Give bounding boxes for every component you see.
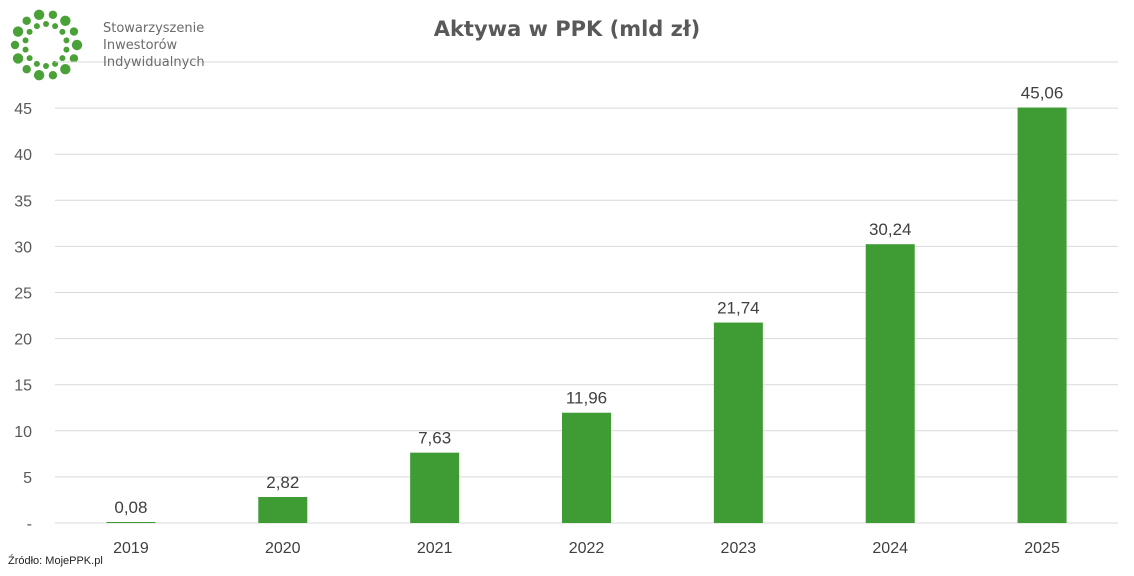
y-tick-label: 5 bbox=[23, 470, 32, 487]
logo-dot bbox=[22, 16, 31, 25]
data-label: 11,96 bbox=[566, 389, 607, 408]
logo-dot bbox=[26, 28, 33, 35]
y-tick-label: 20 bbox=[14, 332, 32, 349]
logo-dot bbox=[60, 64, 71, 75]
x-tick-label: 2023 bbox=[721, 540, 757, 557]
logo-dot bbox=[69, 27, 79, 36]
logo-dot bbox=[22, 46, 29, 53]
x-tick-label: 2024 bbox=[872, 540, 908, 557]
x-axis-ticks: 2019 2020 2021 2022 2023 2024 2025 bbox=[113, 540, 1060, 557]
logo-dot bbox=[52, 23, 59, 30]
y-tick-label: 30 bbox=[14, 239, 32, 256]
logo-dot bbox=[22, 37, 29, 44]
data-label: 2,82 bbox=[266, 473, 299, 492]
dotted-ring-logo-icon bbox=[10, 9, 83, 81]
y-axis-ticks: - 5 10 15 20 25 30 35 40 45 bbox=[14, 101, 32, 533]
logo-dot bbox=[59, 28, 66, 35]
bar bbox=[562, 412, 611, 523]
bars bbox=[106, 107, 1067, 523]
organization-name: Stowarzyszenie Inwestorów Indywidualnych bbox=[103, 20, 205, 71]
logo-dot bbox=[33, 23, 40, 30]
logo-dot bbox=[63, 46, 70, 53]
logo-dot bbox=[26, 55, 33, 62]
value-labels: 0,08 2,82 7,63 11,96 21,74 30,24 45,06 bbox=[114, 84, 1063, 517]
bar bbox=[106, 522, 156, 523]
logo-dot bbox=[48, 10, 58, 19]
logo-dot bbox=[48, 71, 58, 80]
data-label: 21,74 bbox=[717, 299, 760, 318]
bar bbox=[258, 496, 308, 523]
logo-dot bbox=[33, 60, 40, 67]
logo-dot bbox=[43, 63, 49, 69]
organization-name-line: Stowarzyszenie bbox=[103, 21, 205, 36]
organization-name-line: Inwestorów bbox=[103, 38, 178, 53]
organization-name-line: Indywidualnych bbox=[103, 55, 205, 70]
data-label: 45,06 bbox=[1021, 84, 1064, 103]
y-tick-label: 35 bbox=[14, 193, 32, 210]
y-tick-label: 15 bbox=[14, 378, 32, 395]
data-label: 30,24 bbox=[869, 220, 912, 239]
x-tick-label: 2019 bbox=[113, 540, 149, 557]
logo-dot bbox=[12, 53, 24, 64]
y-tick-label: 40 bbox=[14, 147, 32, 164]
bar bbox=[865, 244, 915, 523]
source-note: Źródło: MojePPK.pl bbox=[8, 555, 103, 567]
chart-title: Aktywa w PPK (mld zł) bbox=[434, 17, 701, 41]
logo-dot bbox=[71, 39, 83, 51]
logo-dot bbox=[69, 54, 79, 63]
logo-dot bbox=[63, 37, 70, 44]
bar bbox=[713, 322, 763, 523]
bar bbox=[410, 452, 460, 523]
x-tick-label: 2022 bbox=[569, 540, 605, 557]
logo-dot bbox=[33, 9, 45, 20]
logo-dot bbox=[60, 15, 71, 26]
bar bbox=[1017, 107, 1067, 523]
y-tick-label: 10 bbox=[14, 424, 32, 441]
logo-dot bbox=[10, 40, 20, 50]
logo-dot bbox=[59, 55, 66, 62]
data-label: 7,63 bbox=[418, 429, 451, 448]
y-tick-label: 45 bbox=[14, 101, 32, 118]
logo-dot bbox=[22, 65, 31, 74]
logo-dot bbox=[12, 26, 24, 37]
x-tick-label: 2025 bbox=[1024, 540, 1060, 557]
data-label: 0,08 bbox=[114, 498, 147, 517]
y-tick-label: - bbox=[27, 516, 32, 533]
logo-dot bbox=[33, 70, 45, 81]
y-tick-label: 25 bbox=[14, 286, 32, 303]
x-tick-label: 2021 bbox=[417, 540, 453, 557]
x-tick-label: 2020 bbox=[265, 540, 301, 557]
logo-dot bbox=[43, 21, 49, 27]
